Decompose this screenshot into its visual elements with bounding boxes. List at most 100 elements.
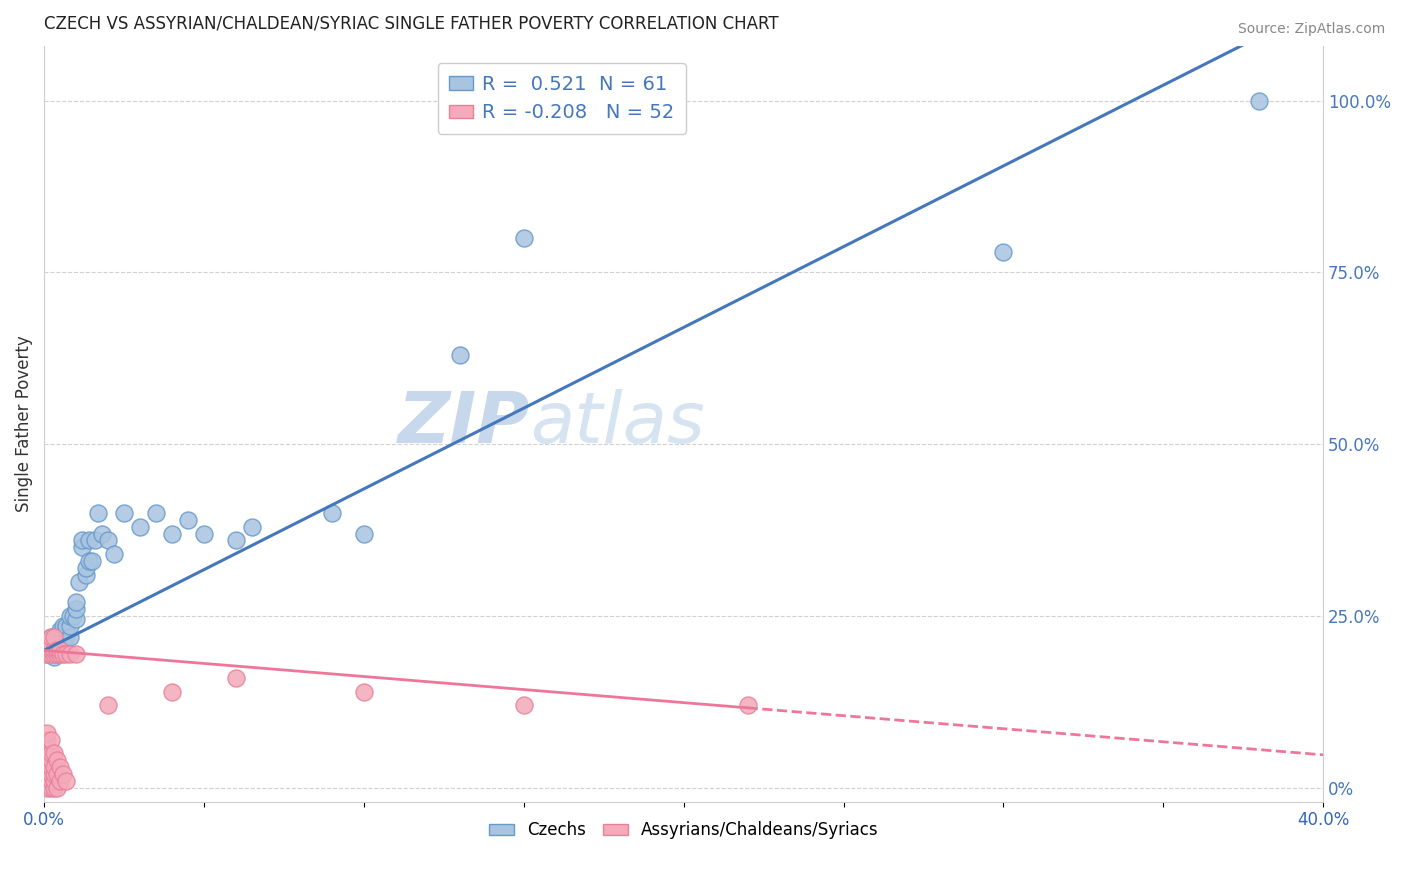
Point <box>62 609 84 624</box>
Point <box>39 767 62 781</box>
Point <box>84 533 107 548</box>
Point <box>39 630 62 644</box>
Point <box>37 647 59 661</box>
Point <box>37 760 59 774</box>
Point <box>87 506 110 520</box>
Point <box>75 567 97 582</box>
Point <box>45 630 67 644</box>
Point <box>49 636 72 650</box>
Point <box>59 609 82 624</box>
Point <box>59 630 82 644</box>
Point <box>45 640 67 654</box>
Point <box>59 647 82 661</box>
Point <box>37 753 59 767</box>
Point <box>39 643 62 657</box>
Point <box>52 767 75 781</box>
Point <box>45 647 67 661</box>
Point <box>45 636 67 650</box>
Point <box>39 636 62 650</box>
Point <box>37 747 59 761</box>
Point <box>321 506 343 520</box>
Point <box>39 643 62 657</box>
Text: Source: ZipAtlas.com: Source: ZipAtlas.com <box>1237 22 1385 37</box>
Point <box>37 636 59 650</box>
Point <box>37 726 59 740</box>
Point <box>42 747 65 761</box>
Point <box>37 780 59 795</box>
Point <box>67 574 90 589</box>
Point <box>112 506 135 520</box>
Point <box>37 647 59 661</box>
Point <box>72 533 94 548</box>
Point <box>39 647 62 661</box>
Point <box>49 774 72 789</box>
Point <box>75 561 97 575</box>
Point <box>45 643 67 657</box>
Point <box>49 623 72 637</box>
Point <box>52 636 75 650</box>
Point <box>45 753 67 767</box>
Point <box>240 519 263 533</box>
Point <box>49 643 72 657</box>
Point <box>42 643 65 657</box>
Point <box>353 526 375 541</box>
Point <box>39 780 62 795</box>
Point <box>160 684 183 698</box>
Point <box>37 732 59 747</box>
Point <box>45 647 67 661</box>
Point <box>42 780 65 795</box>
Point <box>42 774 65 789</box>
Point <box>42 767 65 781</box>
Point <box>52 647 75 661</box>
Point <box>37 643 59 657</box>
Point <box>52 619 75 633</box>
Point <box>49 633 72 648</box>
Point <box>39 630 62 644</box>
Point <box>1249 94 1271 108</box>
Point <box>39 774 62 789</box>
Point <box>42 647 65 661</box>
Point <box>42 636 65 650</box>
Point <box>513 231 536 245</box>
Point <box>55 619 77 633</box>
Point <box>52 623 75 637</box>
Point <box>37 739 59 754</box>
Point <box>225 533 247 548</box>
Point <box>42 760 65 774</box>
Point <box>42 630 65 644</box>
Point <box>49 643 72 657</box>
Point <box>49 760 72 774</box>
Point <box>55 623 77 637</box>
Point <box>80 554 103 568</box>
Point <box>37 774 59 789</box>
Point <box>65 595 87 609</box>
Point <box>49 647 72 661</box>
Point <box>42 633 65 648</box>
Point <box>145 506 167 520</box>
Point <box>55 774 77 789</box>
Point <box>39 636 62 650</box>
Point <box>65 602 87 616</box>
Point <box>449 348 471 362</box>
Point <box>39 747 62 761</box>
Point <box>103 547 125 561</box>
Point <box>177 513 200 527</box>
Point <box>39 760 62 774</box>
Point <box>97 698 120 713</box>
Point <box>37 767 59 781</box>
Point <box>77 554 100 568</box>
Point <box>39 753 62 767</box>
Point <box>97 533 120 548</box>
Point <box>55 630 77 644</box>
Point <box>993 244 1015 259</box>
Point <box>39 732 62 747</box>
Point <box>49 630 72 644</box>
Point <box>42 630 65 644</box>
Point <box>72 541 94 555</box>
Point <box>225 671 247 685</box>
Text: atlas: atlas <box>530 389 704 458</box>
Point <box>55 647 77 661</box>
Point <box>193 526 215 541</box>
Point <box>513 698 536 713</box>
Point <box>77 533 100 548</box>
